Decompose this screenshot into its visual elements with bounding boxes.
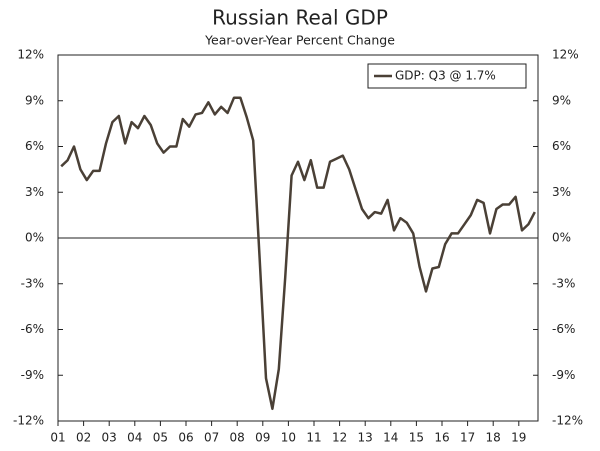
x-tick-label: 05: [153, 431, 168, 445]
x-tick-label: 09: [255, 431, 270, 445]
x-tick-label: 19: [511, 431, 526, 445]
y2-tick-label: -6%: [552, 322, 575, 336]
y2-tick-label: 0%: [552, 231, 571, 245]
x-tick-label: 15: [409, 431, 424, 445]
y-tick-label: 6%: [25, 139, 44, 153]
y-tick-label: 9%: [25, 93, 44, 107]
x-tick-label: 11: [306, 431, 321, 445]
x-tick-label: 06: [178, 431, 193, 445]
chart-subtitle: Year-over-Year Percent Change: [204, 33, 395, 48]
y2-tick-label: 9%: [552, 93, 571, 107]
y-tick-label: -6%: [21, 322, 44, 336]
x-tick-label: 02: [76, 431, 91, 445]
y-tick-label: 12%: [17, 48, 44, 62]
y-tick-label: 3%: [25, 185, 44, 199]
x-tick-label: 14: [383, 431, 398, 445]
y-tick-label: -12%: [13, 414, 44, 428]
y2-tick-label: 6%: [552, 139, 571, 153]
y2-tick-label: 12%: [552, 48, 579, 62]
y-tick-label: -3%: [21, 276, 44, 290]
x-tick-label: 13: [358, 431, 373, 445]
y2-tick-label: -12%: [552, 414, 583, 428]
y-tick-label: -9%: [21, 368, 44, 382]
x-tick-label: 17: [460, 431, 475, 445]
x-tick-label: 10: [281, 431, 296, 445]
y2-tick-label: 3%: [552, 185, 571, 199]
series-line: [60, 96, 536, 411]
y2-tick-label: -3%: [552, 276, 575, 290]
y-tick-label: 0%: [25, 231, 44, 245]
legend-label: GDP: Q3 @ 1.7%: [395, 69, 496, 83]
x-tick-label: 07: [204, 431, 219, 445]
x-tick-label: 08: [230, 431, 245, 445]
y2-tick-label: -9%: [552, 368, 575, 382]
legend-box: [367, 63, 527, 89]
x-tick-label: 18: [486, 431, 501, 445]
x-tick-label: 01: [50, 431, 65, 445]
x-tick-label: 16: [434, 431, 449, 445]
x-tick-label: 03: [102, 431, 117, 445]
x-tick-label: 04: [127, 431, 142, 445]
x-tick-label: 12: [332, 431, 347, 445]
chart-title: Russian Real GDP: [212, 6, 388, 30]
